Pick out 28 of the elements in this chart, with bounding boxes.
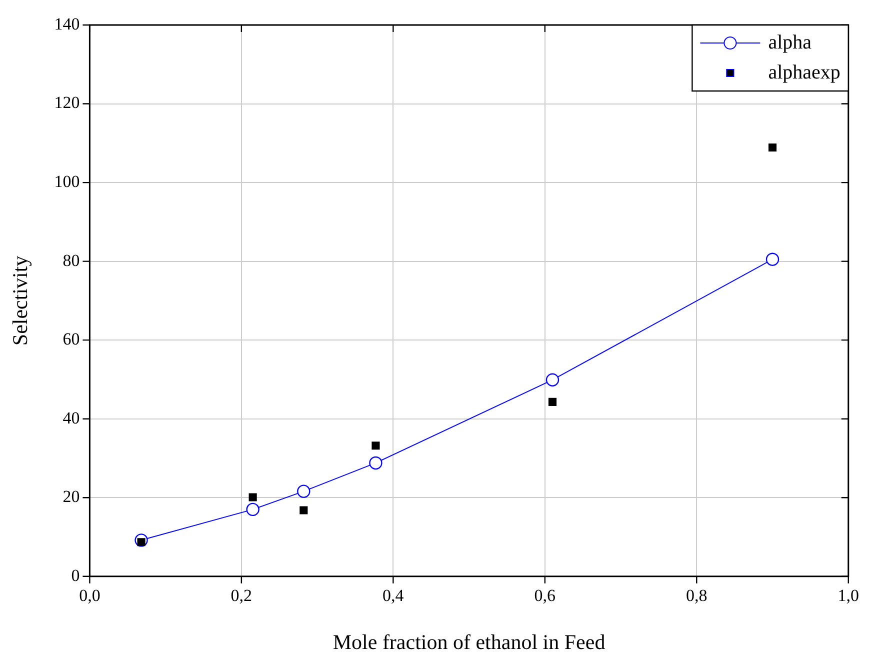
point [372, 442, 380, 450]
legend-label: alpha [768, 31, 812, 54]
y-axis-title: Selectivity [8, 255, 32, 346]
y-tick-label: 140 [54, 14, 80, 34]
point [246, 502, 260, 516]
point [546, 373, 560, 386]
x-tick-label: 0,6 [534, 586, 556, 606]
x-tick-label: 0,2 [230, 586, 252, 606]
y-tick-label: 0 [71, 566, 80, 585]
y-tick-label: 80 [62, 250, 80, 270]
point [548, 398, 557, 406]
point [248, 493, 257, 502]
point [768, 143, 777, 152]
point [300, 506, 308, 514]
y-tick-label: 20 [62, 487, 80, 506]
y-tick-label: 100 [54, 172, 80, 192]
x-tick-label: 1,0 [838, 586, 859, 606]
point [297, 484, 310, 498]
y-tick-label: 40 [62, 408, 80, 428]
y-tick-label: 60 [62, 330, 80, 349]
y-tick-label: 120 [54, 93, 80, 112]
x-tick-label: 0,0 [79, 586, 100, 606]
x-axis-title: Mole fraction of ethanol in Feed [332, 630, 606, 654]
x-tick-label: 0,4 [382, 586, 404, 606]
point [369, 456, 382, 470]
x-tick-label: 0,8 [686, 586, 708, 606]
point [766, 252, 780, 266]
legend-label: alphaexp [768, 61, 840, 84]
